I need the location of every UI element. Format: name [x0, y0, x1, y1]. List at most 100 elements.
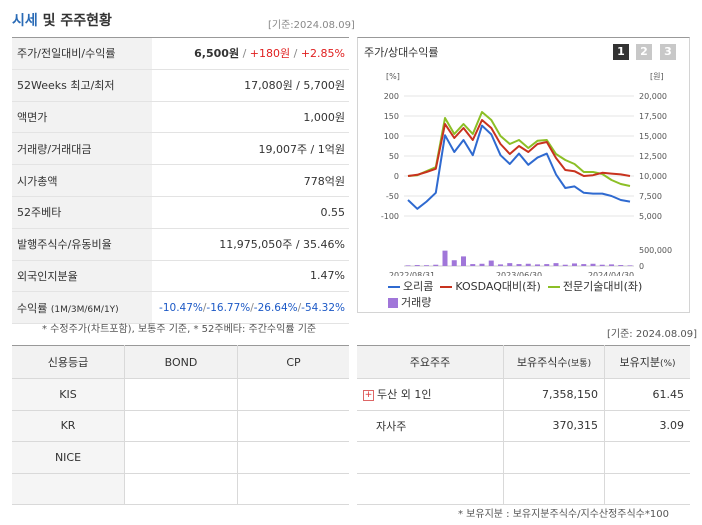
- volume-bar: [479, 263, 485, 266]
- volume-bar: [627, 265, 633, 266]
- right-tick-label: 17,500: [639, 112, 667, 121]
- agency-cell: KIS: [12, 378, 125, 411]
- legend-item-orikom[interactable]: 오리콤: [388, 280, 433, 293]
- col-header: 보유지분(%): [604, 345, 690, 379]
- legend-item-kosdaq[interactable]: KOSDAQ대비(좌): [440, 280, 541, 293]
- section-title-rest: 및 주주현황: [37, 13, 112, 29]
- col-header: 보유주식수(보통): [503, 345, 605, 379]
- volume-bar: [451, 260, 457, 266]
- table-row: KR: [12, 410, 349, 442]
- chart-title: 주가/상대수익률: [364, 46, 439, 59]
- credit-rating-table: 신용등급 BOND CP KIS KR NICE: [12, 345, 349, 505]
- section-title-main: 시세: [12, 13, 38, 29]
- agency-cell: KR: [12, 410, 125, 442]
- left-tick-label: 0: [394, 172, 399, 181]
- col-header-sub: (%): [659, 359, 676, 369]
- price-change-values: 6,500원 / +180원 / +2.85%: [152, 37, 349, 70]
- row-label: 수익률 (1M/3M/6M/1Y): [12, 291, 152, 325]
- price-change: +180원: [249, 47, 291, 61]
- row-label: 52Weeks 최고/최저: [12, 69, 152, 102]
- agency-cell: [12, 473, 125, 505]
- row-value: 17,080원 / 5,700원: [152, 69, 349, 102]
- volume-bar: [599, 264, 605, 266]
- volume-bar: [442, 250, 448, 266]
- volume-bar: [525, 263, 531, 266]
- row-label-main: 수익률: [17, 301, 48, 315]
- right-tick-label: 10,000: [639, 172, 667, 181]
- volume-bar: [553, 263, 559, 266]
- series-line: [407, 119, 631, 177]
- section-title: 시세 및 주주현황: [12, 10, 112, 30]
- row-label-sub: (1M/3M/6M/1Y): [50, 304, 119, 315]
- table-row: NICE: [12, 441, 349, 474]
- current-price: 6,500원: [194, 47, 240, 61]
- cp-cell: [237, 473, 349, 505]
- bond-cell: [124, 473, 238, 505]
- row-label: 52주베타: [12, 196, 152, 229]
- volume-bar: [544, 264, 550, 266]
- return-1m: -10.47%: [159, 301, 203, 314]
- legend-item-volume[interactable]: 거래량: [388, 294, 431, 310]
- table-row: 액면가 1,000원: [12, 101, 349, 134]
- table-row: 주가/전일대비/수익률 6,500원 / +180원 / +2.85%: [12, 37, 349, 70]
- right-tick-label: 20,000: [639, 92, 667, 101]
- x-tick-label: 2024/04/30: [588, 271, 634, 276]
- volume-bar: [433, 264, 439, 266]
- volume-bar: [414, 265, 420, 266]
- volume-bar: [405, 265, 411, 266]
- chart-page-2-button[interactable]: 2: [636, 44, 652, 60]
- left-tick-label: 50: [389, 152, 399, 161]
- row-value: 19,007주 / 1억원: [152, 132, 349, 166]
- return-1y: -54.32%: [301, 301, 345, 314]
- col-header: 신용등급: [12, 345, 125, 379]
- chart-page-3-button[interactable]: 3: [660, 44, 676, 60]
- holder-shares: 370,315: [503, 410, 605, 442]
- row-label: 시가총액: [12, 164, 152, 197]
- volume-bar: [618, 265, 624, 266]
- volume-bar: [507, 263, 513, 266]
- row-value: 11,975,050주 / 35.46%: [152, 228, 349, 261]
- cp-cell: [237, 410, 349, 442]
- series-line: [407, 124, 631, 210]
- table-row: 외국인지분율 1.47%: [12, 260, 349, 293]
- volume-bar: [461, 256, 466, 266]
- right-tick-label: 7,500: [639, 192, 662, 201]
- volume-bar: [590, 263, 596, 266]
- volume-bar: [535, 264, 540, 266]
- bond-cell: [124, 378, 238, 411]
- price-chart: [%] [원] 200 20,000 150 17,500 100 15,000 50 12,…: [381, 72, 672, 276]
- table-row: 자사주 370,315 3.09: [357, 410, 690, 442]
- return-6m: -26.64%: [253, 301, 298, 314]
- table-row: KIS: [12, 378, 349, 411]
- chart-page-1-button[interactable]: 1: [613, 44, 629, 60]
- chart-legend: 오리콤 KOSDAQ대비(좌) 전문기술대비(좌): [388, 278, 642, 294]
- row-label: 액면가: [12, 101, 152, 134]
- col-header-main: 보유지분: [619, 356, 660, 369]
- row-value: 0.55: [152, 196, 349, 229]
- table-header-row: 주요주주 보유주식수(보통) 보유지분(%): [357, 345, 690, 379]
- row-value: 1,000원: [152, 101, 349, 134]
- left-tick-label: 100: [384, 132, 399, 141]
- volume-bar: [516, 264, 522, 266]
- volume-bar: [488, 260, 494, 266]
- x-tick-label: 2023/06/30: [496, 271, 542, 276]
- bond-cell: [124, 441, 238, 474]
- stock-info-table: 주가/전일대비/수익률 6,500원 / +180원 / +2.85% 52We…: [12, 37, 349, 325]
- right-tick-label: 15,000: [639, 132, 667, 141]
- left-tick-label: 200: [384, 92, 399, 101]
- cp-cell: [237, 441, 349, 474]
- legend-item-industry[interactable]: 전문기술대비(좌): [547, 280, 642, 293]
- volume-bar: [498, 264, 503, 266]
- volume-tick-label: 0: [639, 262, 644, 271]
- table-row: [357, 473, 690, 505]
- volume-bar: [572, 263, 577, 266]
- table-row: 시가총액 778억원: [12, 164, 349, 197]
- holder-pct: [604, 473, 690, 505]
- expand-icon[interactable]: +: [363, 389, 374, 401]
- table-row: 52주베타 0.55: [12, 196, 349, 229]
- row-label: 주가/전일대비/수익률: [12, 37, 152, 70]
- series-line: [407, 111, 631, 187]
- table-row: [12, 473, 349, 505]
- legend-label: 오리콤: [403, 280, 434, 293]
- holder-name-cell: + 두산 외 1인: [357, 378, 504, 411]
